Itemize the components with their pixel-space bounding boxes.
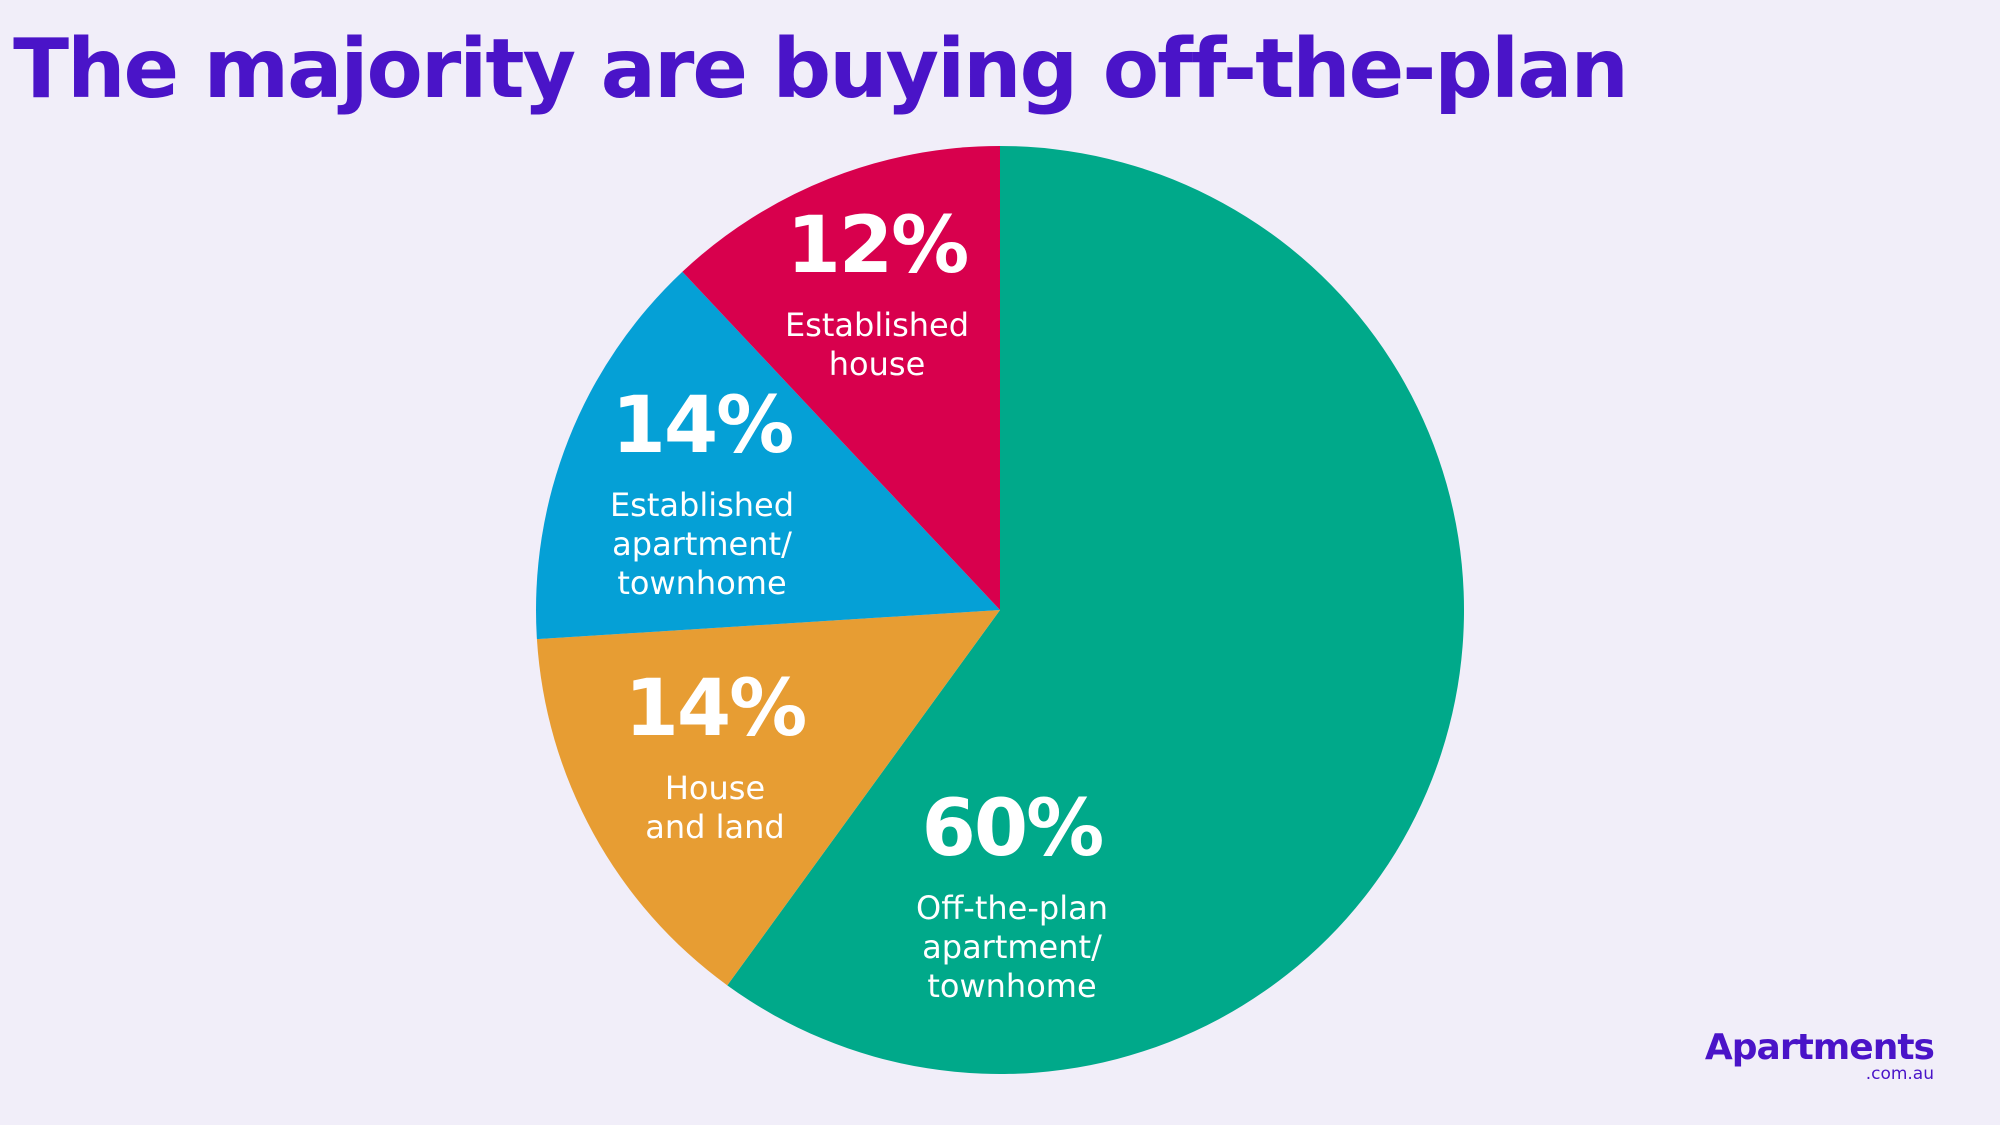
slice-percent-label-1: 14% bbox=[625, 664, 806, 754]
slice-category-label-0-line-0: Off-the-plan bbox=[916, 889, 1108, 927]
logo-domain: .com.au bbox=[1865, 1064, 1934, 1084]
slice-category-label-2-line-2: townhome bbox=[617, 564, 786, 602]
slice-category-label-2-line-1: apartment/ bbox=[612, 525, 792, 563]
logo-wordmark: Apartments bbox=[1704, 1027, 1935, 1068]
slice-category-label-2-line-0: Established bbox=[610, 486, 794, 524]
pie-slice-3 bbox=[682, 146, 1000, 610]
slice-percent-label-3: 12% bbox=[787, 201, 968, 291]
pie-slice-2 bbox=[536, 271, 1000, 640]
slice-category-label-0-line-2: townhome bbox=[927, 967, 1096, 1005]
slice-category-label-0-line-1: apartment/ bbox=[922, 928, 1102, 966]
slice-category-label-1-line-1: and land bbox=[645, 808, 784, 846]
pie-slice-0 bbox=[727, 146, 1465, 1075]
chart-title: The majority are buying off-the-plan bbox=[13, 22, 1629, 117]
slice-percent-label-2: 14% bbox=[612, 381, 793, 471]
pie-slice-1 bbox=[536, 610, 1000, 986]
slice-percent-label-0: 60% bbox=[922, 784, 1103, 874]
slice-category-label-1-line-0: House bbox=[665, 769, 765, 807]
slice-category-label-3-line-0: Established bbox=[785, 306, 969, 344]
brand-logo: Apartments .com.au bbox=[1704, 1027, 1935, 1084]
slice-category-label-3-line-1: house bbox=[829, 345, 926, 383]
